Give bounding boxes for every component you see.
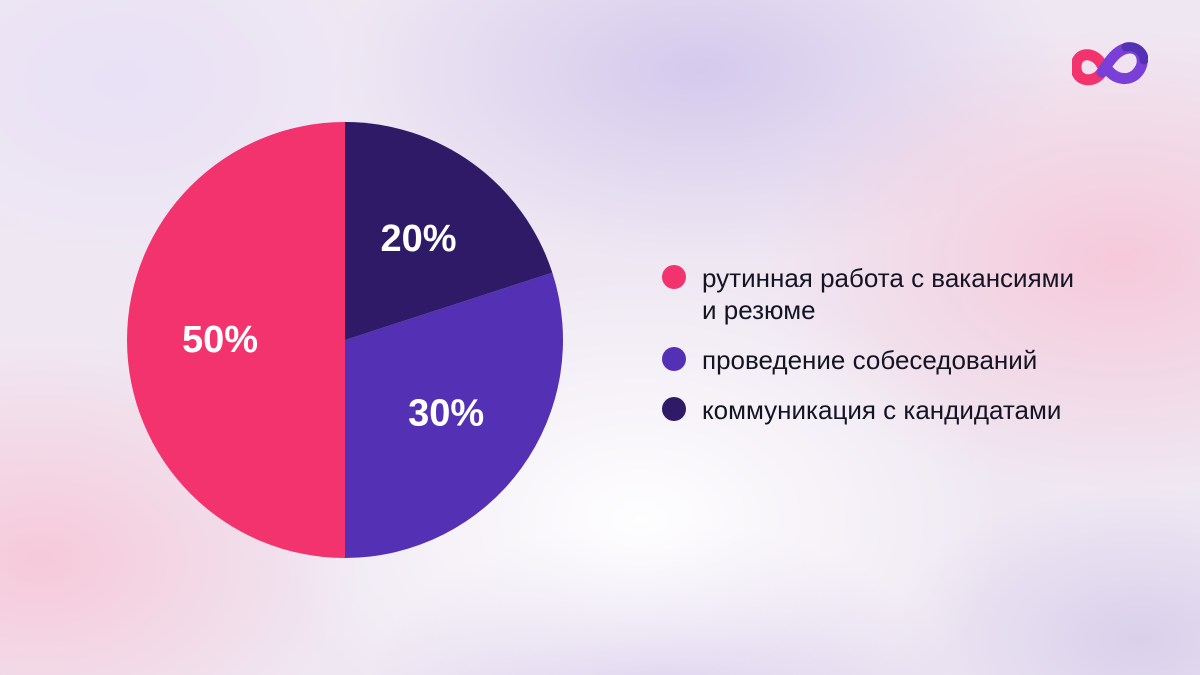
legend-item-interviews: проведение собеседований	[662, 344, 1132, 376]
slice-value-label: 30%	[408, 392, 484, 434]
legend-item-routine-work: рутинная работа с вакансиями и резюме	[662, 262, 1132, 326]
pie-slice	[127, 122, 345, 558]
pie-slice	[345, 122, 553, 340]
infinity-loop-logo-icon	[1072, 42, 1148, 86]
legend-marker	[662, 347, 686, 371]
legend-label-line: и резюме	[702, 295, 816, 325]
chart-legend: рутинная работа с вакансиями и резюме пр…	[662, 262, 1132, 444]
pie-slice	[345, 272, 563, 558]
logo-loop-left	[1072, 49, 1108, 86]
legend-label: коммуникация с кандидатами	[702, 395, 1062, 425]
legend-label: проведение собеседований	[702, 345, 1038, 375]
legend-label: рутинная работа с вакансиями и резюме	[702, 262, 1074, 326]
slice-value-label: 20%	[380, 218, 456, 260]
logo-loop-accent	[1121, 42, 1148, 65]
slice-value-label: 50%	[182, 319, 258, 361]
legend-marker	[662, 397, 686, 421]
pie-chart: 50% 30% 20%	[127, 122, 563, 558]
legend-item-communication: коммуникация с кандидатами	[662, 394, 1132, 426]
legend-marker	[662, 265, 686, 289]
legend-label-line: рутинная работа с вакансиями	[702, 263, 1075, 293]
